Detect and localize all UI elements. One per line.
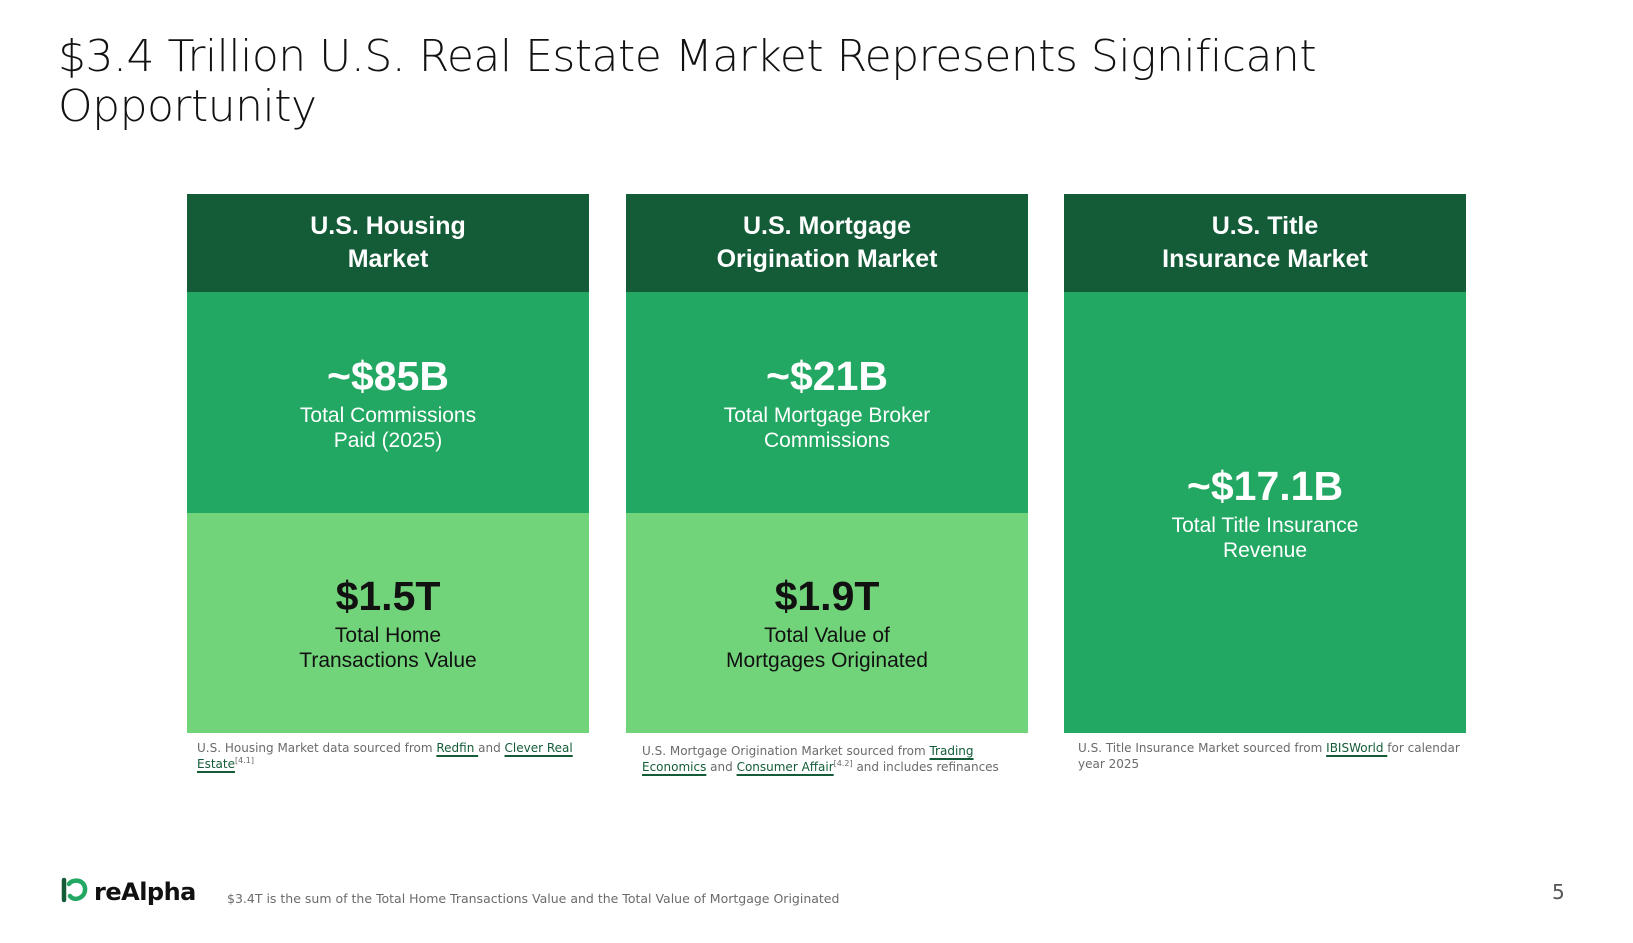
page-number: 5: [1552, 880, 1565, 904]
transactions-label: Total Home Transactions Value: [299, 623, 476, 673]
clever-real-estate-link[interactable]: Clever Real Estate: [197, 741, 573, 771]
broker-commissions-value: ~$21B: [766, 352, 888, 399]
title-insurance-source-note: U.S. Title Insurance Market sourced from…: [1078, 740, 1468, 772]
card-header-line: U.S. Title: [1211, 212, 1319, 240]
label-line: Total Home: [334, 624, 442, 647]
broker-commissions-label: Total Mortgage Broker Commissions: [724, 403, 931, 453]
realpha-logo-icon: [60, 876, 90, 909]
commissions-value: ~$85B: [327, 352, 449, 399]
realpha-logo: reAlpha: [60, 877, 196, 907]
card-header-line: U.S. Housing: [310, 212, 466, 240]
note-text: U.S. Title Insurance Market sourced from: [1078, 741, 1327, 755]
note-text: for calendar year 2025: [1078, 741, 1460, 771]
note-text: and includes refinances: [852, 760, 999, 774]
label-line: Mortgages Originated: [726, 649, 928, 672]
consumer-affair-link[interactable]: Consumer Affair: [736, 760, 834, 774]
ibisworld-link[interactable]: IBISWorld: [1326, 741, 1388, 755]
redfin-link[interactable]: Redfin: [436, 741, 479, 755]
note-text: U.S. Housing Market data sourced from: [197, 741, 437, 755]
note-text: U.S. Mortgage Origination Market sourced…: [642, 744, 930, 758]
label-line: Total Value of: [764, 624, 890, 647]
note-text: and: [478, 741, 505, 755]
card-header-line: Origination Market: [716, 245, 938, 273]
mortgages-originated-value: $1.9T: [774, 573, 880, 619]
card-header-line: U.S. Mortgage: [742, 212, 912, 240]
card-header-line: Insurance Market: [1162, 245, 1368, 273]
commissions-label: Total Commissions Paid (2025): [300, 403, 476, 453]
transactions-block: $1.5T Total Home Transactions Value: [187, 513, 589, 733]
label-line: Commissions: [763, 428, 890, 452]
note-text: and: [706, 760, 737, 774]
citation: [4.1]: [234, 756, 254, 765]
logo-wordmark: reAlpha: [94, 878, 196, 906]
commissions-block: ~$85B Total Commissions Paid (2025): [187, 292, 589, 513]
card-header: U.S. Mortgage Origination Market: [626, 194, 1028, 292]
broker-commissions-block: ~$21B Total Mortgage Broker Commissions: [626, 292, 1028, 513]
label-line: Total Title Insurance: [1171, 513, 1359, 537]
label-line: Paid (2025): [333, 428, 443, 452]
title-insurance-block: ~$17.1B Total Title Insurance Revenue: [1064, 292, 1466, 733]
mortgages-originated-block: $1.9T Total Value of Mortgages Originate…: [626, 513, 1028, 733]
citation: [4.2]: [833, 759, 853, 768]
housing-market-card: U.S. Housing Market ~$85B Total Commissi…: [187, 194, 589, 733]
trading-economics-link[interactable]: Trading Economics: [642, 744, 974, 774]
housing-source-note: U.S. Housing Market data sourced from Re…: [197, 740, 587, 772]
card-header: U.S. Title Insurance Market: [1064, 194, 1466, 292]
label-line: Transactions Value: [299, 649, 477, 672]
mortgages-originated-label: Total Value of Mortgages Originated: [726, 623, 928, 673]
card-header: U.S. Housing Market: [187, 194, 589, 292]
label-line: Revenue: [1222, 538, 1308, 562]
label-line: Total Commissions: [299, 403, 477, 427]
mortgage-origination-card: U.S. Mortgage Origination Market ~$21B T…: [626, 194, 1028, 733]
mortgage-source-note: U.S. Mortgage Origination Market sourced…: [642, 743, 1017, 775]
title-insurance-value: ~$17.1B: [1186, 462, 1344, 509]
card-header-line: Market: [347, 245, 429, 273]
footnote: $3.4T is the sum of the Total Home Trans…: [227, 891, 840, 906]
title-insurance-label: Total Title Insurance Revenue: [1172, 513, 1359, 563]
label-line: Total Mortgage Broker: [723, 403, 931, 427]
transactions-value: $1.5T: [335, 573, 441, 619]
page-title: $3.4 Trillion U.S. Real Estate Market Re…: [58, 31, 1317, 132]
title-insurance-card: U.S. Title Insurance Market ~$17.1B Tota…: [1064, 194, 1466, 733]
